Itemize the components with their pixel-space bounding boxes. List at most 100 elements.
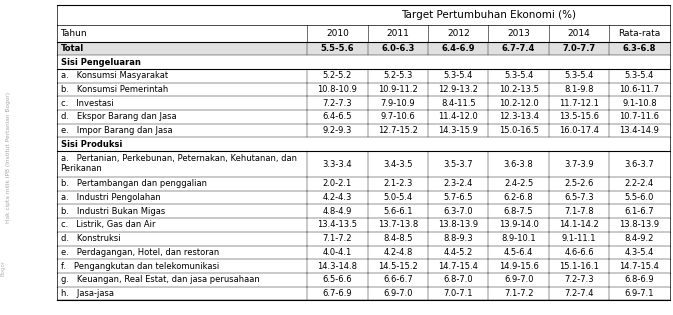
Text: 14.3-14.8: 14.3-14.8 [318, 261, 357, 271]
Text: 2.2-2.4: 2.2-2.4 [625, 179, 654, 188]
Bar [57, 55, 670, 69]
Text: a.   Industri Pengolahan: a. Industri Pengolahan [61, 193, 160, 202]
Text: b.   Industri Bukan Migas: b. Industri Bukan Migas [61, 207, 165, 216]
Text: 6.2-6.8: 6.2-6.8 [504, 193, 534, 202]
Text: b.   Konsumsi Pemerintah: b. Konsumsi Pemerintah [61, 85, 168, 94]
Text: a.   Konsumsi Masyarakat: a. Konsumsi Masyarakat [61, 71, 168, 80]
Text: 3.6-3.7: 3.6-3.7 [625, 160, 654, 169]
Text: 12.7-15.2: 12.7-15.2 [378, 126, 418, 135]
Text: 4.8-4.9: 4.8-4.9 [323, 207, 352, 216]
Text: Sisi Produksi: Sisi Produksi [61, 140, 122, 149]
Text: 2.3-2.4: 2.3-2.4 [444, 179, 473, 188]
Text: 12.9-13.2: 12.9-13.2 [438, 85, 479, 94]
Text: 5.3-5.4: 5.3-5.4 [565, 71, 594, 80]
Text: 4.3-5.4: 4.3-5.4 [625, 248, 654, 257]
Text: 4.2-4.8: 4.2-4.8 [383, 248, 413, 257]
Bar [57, 25, 670, 42]
Text: 8.9-10.1: 8.9-10.1 [501, 234, 536, 243]
Text: 9.1-11.1: 9.1-11.1 [562, 234, 596, 243]
Text: 5.3-5.4: 5.3-5.4 [504, 71, 533, 80]
Text: 3.3-3.4: 3.3-3.4 [322, 160, 352, 169]
Text: 4.0-4.1: 4.0-4.1 [323, 248, 352, 257]
Text: 3.4-3.5: 3.4-3.5 [383, 160, 413, 169]
Text: 14.5-15.2: 14.5-15.2 [378, 261, 418, 271]
Text: 2.1-2.3: 2.1-2.3 [383, 179, 413, 188]
Bar [57, 204, 670, 218]
Text: c.   Investasi: c. Investasi [61, 99, 113, 108]
Text: 4.5-6.4: 4.5-6.4 [504, 248, 533, 257]
Bar [57, 42, 670, 55]
Text: 2.4-2.5: 2.4-2.5 [504, 179, 533, 188]
Text: 10.2-12.0: 10.2-12.0 [499, 99, 538, 108]
Text: 2011: 2011 [386, 29, 409, 38]
Bar [57, 259, 670, 273]
Text: 7.1-7.2: 7.1-7.2 [504, 289, 534, 298]
Text: 7.2-7.3: 7.2-7.3 [322, 99, 352, 108]
Text: Target Pertumbuhan Ekonomi (%): Target Pertumbuhan Ekonomi (%) [401, 10, 576, 20]
Bar [57, 245, 670, 259]
Text: b.   Pertambangan dan penggalian: b. Pertambangan dan penggalian [61, 179, 207, 188]
Text: 5.5-6.0: 5.5-6.0 [625, 193, 654, 202]
Text: 10.8-10.9: 10.8-10.9 [318, 85, 357, 94]
Text: 14.7-15.4: 14.7-15.4 [620, 261, 660, 271]
Text: 6.9-7.0: 6.9-7.0 [383, 289, 413, 298]
Text: 4.6-6.6: 4.6-6.6 [564, 248, 594, 257]
Text: Bogor: Bogor [0, 260, 5, 276]
Text: 14.9-15.6: 14.9-15.6 [499, 261, 538, 271]
Text: 11.4-12.0: 11.4-12.0 [438, 112, 478, 122]
Text: Hak cipta milik IPB (Institut Pertanian Bogor): Hak cipta milik IPB (Institut Pertanian … [5, 92, 11, 223]
Text: 13.4-13.5: 13.4-13.5 [318, 220, 357, 230]
Text: 7.0-7.7: 7.0-7.7 [563, 44, 596, 53]
Text: 7.1-7.8: 7.1-7.8 [564, 207, 594, 216]
Text: 7.9-10.9: 7.9-10.9 [380, 99, 415, 108]
Text: 5.6-6.1: 5.6-6.1 [383, 207, 413, 216]
Text: Tahun: Tahun [61, 29, 87, 38]
Text: 6.8-7.0: 6.8-7.0 [444, 275, 473, 284]
Text: 6.0-6.3: 6.0-6.3 [381, 44, 415, 53]
Text: 12.3-13.4: 12.3-13.4 [499, 112, 538, 122]
Text: Total: Total [61, 44, 84, 53]
Text: d.   Konstruksi: d. Konstruksi [61, 234, 120, 243]
Text: 10.6-11.7: 10.6-11.7 [619, 85, 660, 94]
Text: f.   Pengangkutan dan telekomunikasi: f. Pengangkutan dan telekomunikasi [61, 261, 219, 271]
Text: 5.2-5.2: 5.2-5.2 [323, 71, 352, 80]
Text: 2013: 2013 [507, 29, 530, 38]
Text: 5.3-5.4: 5.3-5.4 [625, 71, 654, 80]
Text: 2.0-2.1: 2.0-2.1 [323, 179, 352, 188]
Text: 5.5-5.6: 5.5-5.6 [320, 44, 354, 53]
Text: 13.5-15.6: 13.5-15.6 [559, 112, 599, 122]
Text: c.   Listrik, Gas dan Air: c. Listrik, Gas dan Air [61, 220, 155, 230]
Text: 5.3-5.4: 5.3-5.4 [444, 71, 473, 80]
Text: 13.8-13.9: 13.8-13.9 [619, 220, 660, 230]
Text: 3.6-3.8: 3.6-3.8 [504, 160, 534, 169]
Text: 9.2-9.3: 9.2-9.3 [323, 126, 352, 135]
Text: 6.5-6.6: 6.5-6.6 [322, 275, 352, 284]
Text: 6.8-6.9: 6.8-6.9 [625, 275, 654, 284]
Text: Sisi Pengeluaran: Sisi Pengeluaran [61, 58, 141, 67]
Text: h.   Jasa-jasa: h. Jasa-jasa [61, 289, 114, 298]
Text: 7.2-7.4: 7.2-7.4 [564, 289, 594, 298]
Text: 2012: 2012 [447, 29, 470, 38]
Text: 8.4-8.5: 8.4-8.5 [383, 234, 413, 243]
Text: 6.8-7.5: 6.8-7.5 [504, 207, 534, 216]
Text: 8.4-9.2: 8.4-9.2 [625, 234, 654, 243]
Bar [57, 287, 670, 300]
Text: 4.2-4.3: 4.2-4.3 [323, 193, 352, 202]
Bar [57, 110, 670, 124]
Text: 9.7-10.6: 9.7-10.6 [380, 112, 415, 122]
Text: e.   Impor Barang dan Jasa: e. Impor Barang dan Jasa [61, 126, 172, 135]
Text: 11.7-12.1: 11.7-12.1 [559, 99, 599, 108]
Text: 10.7-11.6: 10.7-11.6 [619, 112, 660, 122]
Text: 16.0-17.4: 16.0-17.4 [559, 126, 599, 135]
Bar [57, 124, 670, 137]
Bar [57, 218, 670, 232]
Text: 13.8-13.9: 13.8-13.9 [438, 220, 479, 230]
Bar [57, 5, 670, 25]
Text: 8.4-11.5: 8.4-11.5 [441, 99, 476, 108]
Text: 6.6-6.7: 6.6-6.7 [383, 275, 413, 284]
Text: a.   Pertanian, Perkebunan, Peternakan, Kehutanan, dan: a. Pertanian, Perkebunan, Peternakan, Ke… [61, 154, 297, 163]
Bar [57, 69, 670, 83]
Text: 7.0-7.1: 7.0-7.1 [444, 289, 473, 298]
Text: 4.4-5.2: 4.4-5.2 [444, 248, 473, 257]
Bar [57, 151, 670, 177]
